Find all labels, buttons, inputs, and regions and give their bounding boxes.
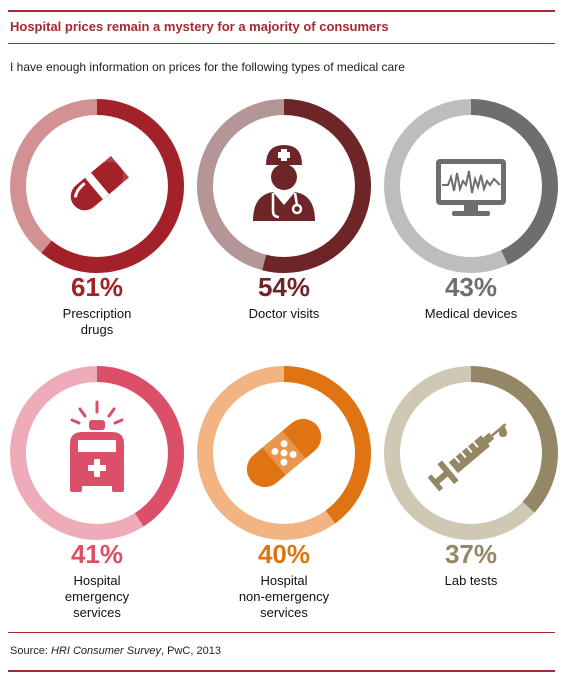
donut-item: 43% Medical devices — [378, 93, 564, 363]
category-label-line: Doctor visits — [248, 306, 320, 321]
category-label: Lab tests — [378, 573, 564, 589]
donut-item: 41% Hospital emergency services — [4, 360, 190, 630]
donut-value-arc — [384, 99, 558, 273]
source-survey: HRI Consumer Survey — [50, 645, 162, 657]
value-label: 43% — [444, 272, 498, 302]
monitor-icon — [436, 159, 506, 216]
top-rule — [8, 10, 555, 12]
pill-icon — [70, 155, 129, 211]
donut-chart — [197, 366, 371, 540]
category-label: Doctor visits — [191, 306, 377, 322]
value-label: 41% — [70, 539, 124, 569]
syringe-icon — [427, 423, 507, 492]
bottom-rule — [8, 670, 555, 672]
category-label: Hospital non-emergency services — [191, 573, 377, 621]
category-label: Hospital emergency services — [4, 573, 190, 621]
chart-subtitle: I have enough information on prices for … — [10, 60, 405, 74]
donut-value-arc — [384, 366, 558, 540]
chart-title: Hospital prices remain a mystery for a m… — [10, 19, 389, 34]
source-suffix: , PwC, 2013 — [161, 645, 221, 657]
category-label-line: Hospital — [260, 573, 308, 588]
category-label-line: services — [73, 605, 121, 620]
donut-chart — [384, 366, 558, 540]
donut-value-arc — [10, 366, 184, 540]
donut-chart — [197, 99, 371, 273]
category-label-line: emergency — [64, 589, 130, 604]
donut-chart — [10, 366, 184, 540]
value-label: 61% — [70, 272, 124, 302]
category-label: Medical devices — [378, 306, 564, 322]
source-note: Source: HRI Consumer Survey, PwC, 2013 — [10, 645, 221, 657]
category-label-line: Hospital — [73, 573, 121, 588]
category-label: Prescription drugs — [4, 306, 190, 338]
donut-value-arc — [10, 99, 184, 273]
donut-chart — [10, 99, 184, 273]
source-rule — [8, 632, 555, 633]
value-label: 40% — [257, 539, 311, 569]
doctor-icon — [253, 145, 315, 221]
value-label: 37% — [444, 539, 498, 569]
donut-item: 61% Prescription drugs — [4, 93, 190, 363]
donut-chart — [384, 99, 558, 273]
donut-item: 40% Hospital non-emergency services — [191, 360, 377, 630]
category-label-line: Lab tests — [444, 573, 498, 588]
bandage-icon — [246, 418, 322, 488]
donut-item: 54% Doctor visits — [191, 93, 377, 363]
donut-item: 37% Lab tests — [378, 360, 564, 630]
donut-value-arc — [197, 366, 371, 540]
title-rule — [8, 43, 555, 44]
value-label: 54% — [257, 272, 311, 302]
category-label-line: non-emergency — [238, 589, 330, 604]
category-label-line: drugs — [80, 322, 114, 337]
ambulance-icon — [70, 400, 124, 492]
source-prefix: Source: — [10, 645, 51, 657]
category-label-line: services — [260, 605, 308, 620]
donut-value-arc — [197, 99, 371, 273]
category-label-line: Medical devices — [424, 306, 518, 321]
category-label-line: Prescription — [62, 306, 132, 321]
